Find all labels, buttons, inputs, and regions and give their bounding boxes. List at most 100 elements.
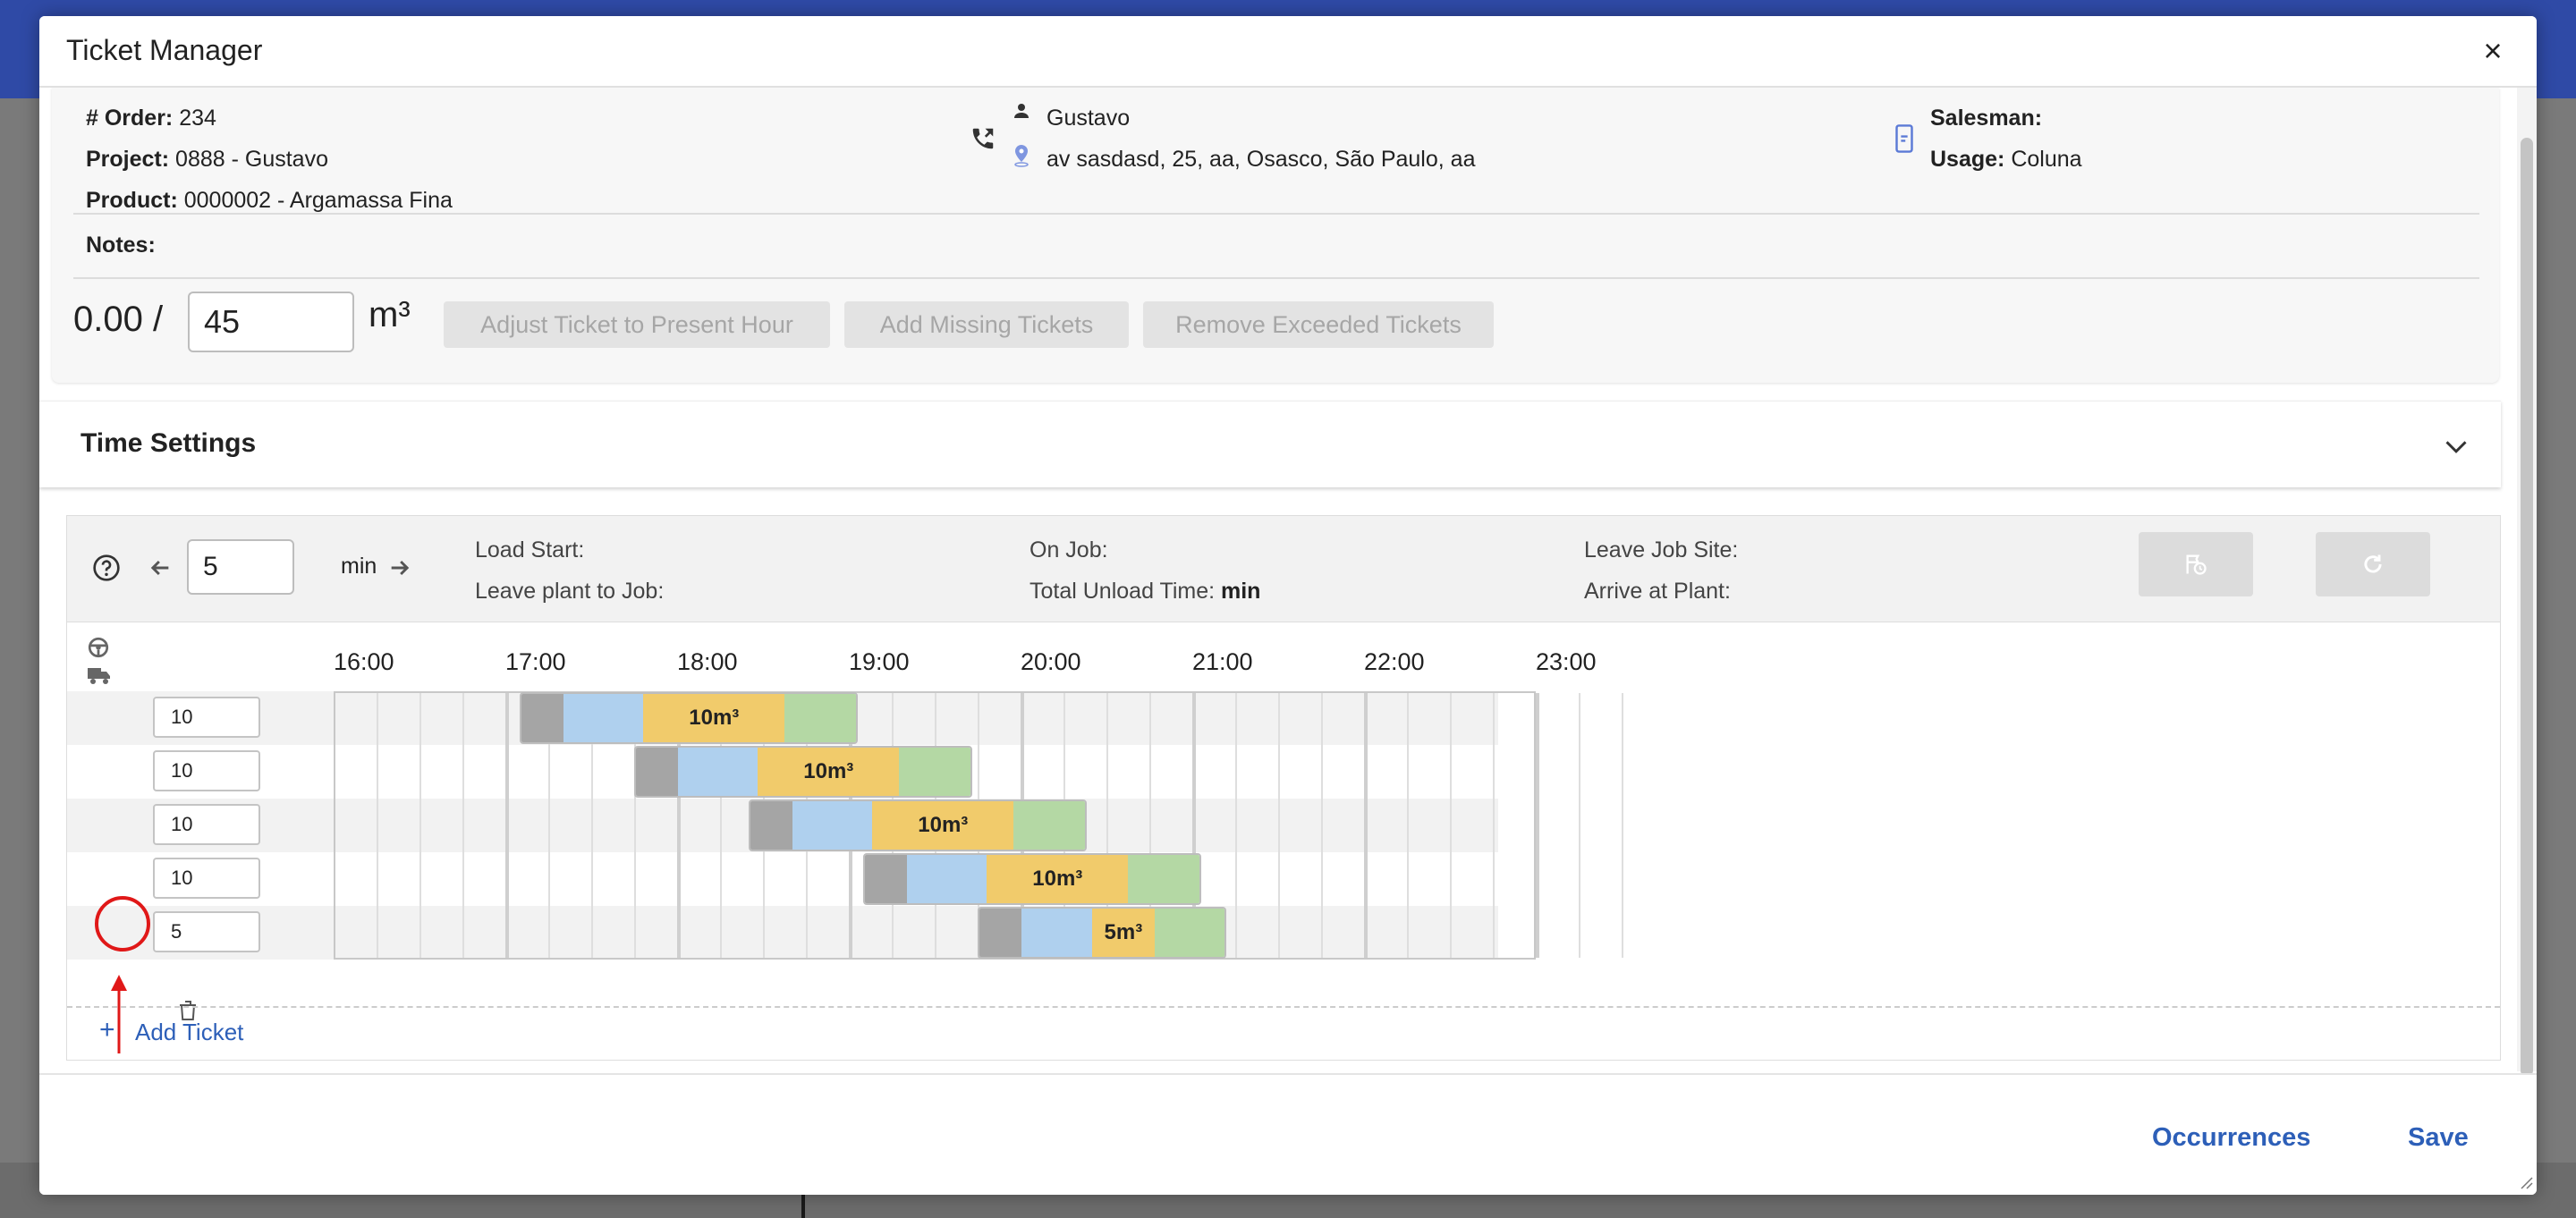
unload-segment: 10m³: [872, 801, 1014, 850]
annotation-arrow-icon: [111, 975, 127, 1053]
hour-label: 19:00: [849, 648, 910, 675]
grid-line: [548, 693, 550, 958]
grid-line: [634, 693, 636, 958]
ticket-manager-modal: Ticket Manager × # Order: 234 Project: 0…: [39, 16, 2537, 1195]
close-button[interactable]: ×: [2483, 32, 2503, 69]
ticket-quantity-input[interactable]: 10: [153, 858, 260, 899]
hour-label: 21:00: [1192, 648, 1253, 675]
return-segment: [784, 694, 856, 742]
travel-segment: [792, 801, 873, 850]
time-step-unit: min: [341, 554, 377, 579]
grid-line: [591, 693, 593, 958]
hour-label: 20:00: [1021, 648, 1081, 675]
grid-line: [505, 693, 509, 958]
travel-segment: [1021, 909, 1093, 957]
grid-line: [1450, 693, 1452, 958]
time-settings-panel[interactable]: Time Settings: [39, 401, 2501, 487]
arrow-right-icon[interactable]: [387, 555, 412, 580]
mobile-phone-icon: [1895, 124, 1913, 153]
ticket-bar[interactable]: 10m³: [749, 799, 1087, 851]
modal-scrollbar-thumb[interactable]: [2521, 138, 2533, 1077]
ticket-schedule: 5 min Load Start: Leave plant to Job: On…: [66, 515, 2501, 1061]
schedule-refresh-button[interactable]: [2316, 532, 2430, 596]
info-divider: [73, 213, 2479, 215]
grid-line: [1278, 693, 1280, 958]
unload-segment: 10m³: [758, 748, 900, 796]
add-missing-tickets-button[interactable]: Add Missing Tickets: [844, 301, 1129, 348]
add-ticket-button[interactable]: Add Ticket: [135, 1019, 244, 1045]
ticket-bar[interactable]: 5m³: [978, 907, 1227, 959]
return-segment: [899, 748, 970, 796]
arrow-left-icon[interactable]: [148, 555, 173, 580]
grid-line: [462, 693, 464, 958]
time-step-input[interactable]: 5: [187, 539, 294, 595]
truck-icon: [88, 668, 110, 684]
save-button[interactable]: Save: [2408, 1123, 2469, 1152]
schedule-clock-button[interactable]: [2139, 532, 2253, 596]
modal-header: Ticket Manager ×: [39, 16, 2537, 88]
total-volume-input[interactable]: 45: [188, 292, 354, 352]
adjust-ticket-button[interactable]: Adjust Ticket to Present Hour: [444, 301, 830, 348]
project-info: Project: 0888 - Gustavo: [86, 147, 328, 172]
return-segment: [1154, 909, 1225, 957]
resize-handle-icon[interactable]: [2519, 1175, 2533, 1189]
load-segment: [750, 801, 793, 850]
trash-icon[interactable]: [177, 999, 199, 1022]
chevron-down-icon[interactable]: [2444, 437, 2469, 455]
modal-title: Ticket Manager: [66, 34, 263, 66]
phone-forward-icon: [972, 128, 994, 149]
grid-line: [1407, 693, 1409, 958]
help-icon[interactable]: [92, 554, 121, 582]
load-segment: [636, 748, 679, 796]
unload-segment: 5m³: [1092, 909, 1155, 957]
location-pin-icon: [1014, 145, 1029, 167]
add-ticket-row[interactable]: + Add Ticket: [67, 1006, 2500, 1058]
grid-line: [1149, 693, 1151, 958]
leave-plant-label: Leave plant to Job:: [475, 579, 665, 604]
travel-segment: [907, 855, 987, 903]
remove-exceeded-tickets-button[interactable]: Remove Exceeded Tickets: [1143, 301, 1494, 348]
on-job-label: On Job:: [1030, 537, 1108, 562]
volume-unit: m³: [369, 295, 411, 334]
ticket-quantity-input[interactable]: 10: [153, 750, 260, 791]
order-number: # Order: 234: [86, 106, 216, 131]
notes-divider: [73, 277, 2479, 279]
grid-line: [377, 693, 378, 958]
grid-line: [1493, 693, 1495, 958]
unload-segment: 10m³: [987, 855, 1129, 903]
travel-segment: [678, 748, 758, 796]
grid-line: [677, 693, 681, 958]
leave-job-site-label: Leave Job Site:: [1584, 537, 1739, 562]
return-segment: [1013, 801, 1085, 850]
grid-line: [1536, 693, 1539, 958]
ticket-quantity-input[interactable]: 10: [153, 697, 260, 738]
notes-label: Notes:: [86, 233, 156, 258]
modal-footer: Occurrences Save: [39, 1073, 2537, 1195]
usage-info: Usage: Coluna: [1930, 147, 2082, 172]
steering-wheel-icon: [88, 637, 109, 658]
modal-body: # Order: 234 Project: 0888 - Gustavo Pro…: [39, 88, 2537, 1073]
grid-line: [720, 693, 722, 958]
hour-label: 22:00: [1364, 648, 1425, 675]
unload-segment: 10m³: [643, 694, 785, 742]
flag-clock-icon: [2186, 554, 2207, 575]
hour-label: 18:00: [677, 648, 738, 675]
grid-line: [1622, 693, 1623, 958]
load-segment: [521, 694, 564, 742]
occurrences-button[interactable]: Occurrences: [2152, 1123, 2311, 1152]
ticket-quantity-input[interactable]: 5: [153, 911, 260, 952]
ticket-bar[interactable]: 10m³: [863, 853, 1201, 905]
salesman-info: Salesman:: [1930, 106, 2043, 131]
schedule-header: 5 min Load Start: Leave plant to Job: On…: [67, 516, 2500, 622]
hour-label: 23:00: [1536, 648, 1597, 675]
ticket-bar[interactable]: 10m³: [520, 692, 858, 744]
grid-line: [1235, 693, 1237, 958]
grid-line: [419, 693, 421, 958]
ticket-bar[interactable]: 10m³: [634, 746, 972, 798]
ticket-quantity-input[interactable]: 10: [153, 804, 260, 845]
refresh-icon: [2364, 554, 2382, 573]
total-unload-time: Total Unload Time: min: [1030, 579, 1261, 604]
address-text: av sasdasd, 25, aa, Osasco, São Paulo, a…: [1046, 147, 1476, 172]
person-icon: [1014, 104, 1029, 118]
grid-line: [1192, 693, 1196, 958]
